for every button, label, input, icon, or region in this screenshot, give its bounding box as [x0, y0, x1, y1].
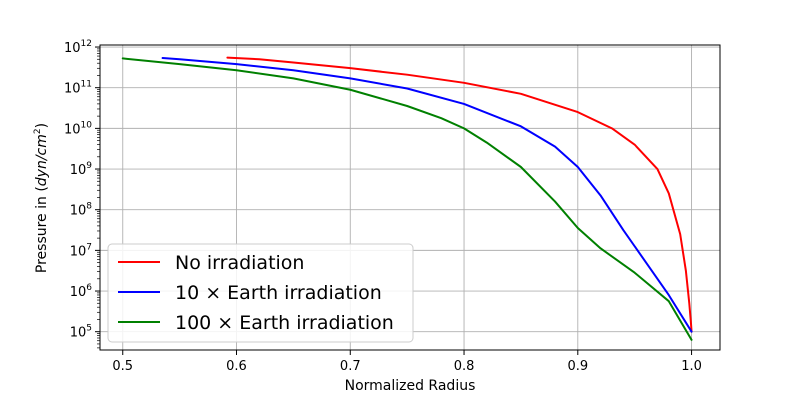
legend-entry-10x-earth: 10 × Earth irradiation [118, 282, 382, 304]
x-tick-label: 0.7 [340, 359, 361, 374]
x-tick-label: 0.6 [226, 359, 247, 374]
legend: No irradiation 10 × Earth irradiation 10… [107, 243, 414, 343]
legend-entry-no-irradiation: No irradiation [118, 252, 304, 274]
y-tick-label: 1011 [64, 80, 92, 97]
x-tick-label: 0.9 [567, 359, 588, 374]
series-layer [121, 56, 693, 341]
x-tick-label: 1.0 [681, 359, 702, 374]
ticks-layer: 0.5 0.6 0.7 0.8 0.9 1.0 105 106 107 108 109 1010 101… [64, 39, 702, 374]
y-tick-label: 1012 [64, 39, 92, 56]
series-line-10-earth-irradiation [161, 57, 693, 333]
legend-box [107, 243, 414, 343]
x-tick-label: 0.8 [454, 359, 475, 374]
y-tick-label: 106 [70, 283, 93, 300]
y-axis-label-prefix: Pressure in ( [34, 186, 50, 273]
legend-label-100x-earth: 100 × Earth irradiation [175, 312, 394, 334]
legend-label-10x-earth: 10 × Earth irradiation [175, 282, 382, 304]
y-tick-label: 107 [70, 242, 92, 259]
y-tick-label: 109 [70, 161, 93, 178]
y-axis-label-unit: dyn/cm [34, 134, 50, 186]
y-tick-label: 1010 [64, 120, 92, 137]
x-axis-label: Normalized Radius [345, 378, 476, 394]
legend-label-no-irradiation: No irradiation [175, 252, 304, 274]
x-tick-label: 0.5 [112, 359, 133, 374]
plot-frame [99, 44, 721, 351]
series-line-100-earth-irradiation [121, 57, 693, 341]
legend-entry-100x-earth: 100 × Earth irradiation [118, 312, 394, 334]
y-axis-label-suffix: ) [34, 123, 50, 128]
y-axis-label: Pressure in (dyn/cm2) [33, 123, 50, 273]
y-tick-label: 108 [70, 202, 93, 219]
y-axis-label-exp: 2 [33, 128, 43, 134]
series-line-no-irradiation [226, 56, 693, 333]
y-tick-label: 105 [70, 324, 92, 341]
